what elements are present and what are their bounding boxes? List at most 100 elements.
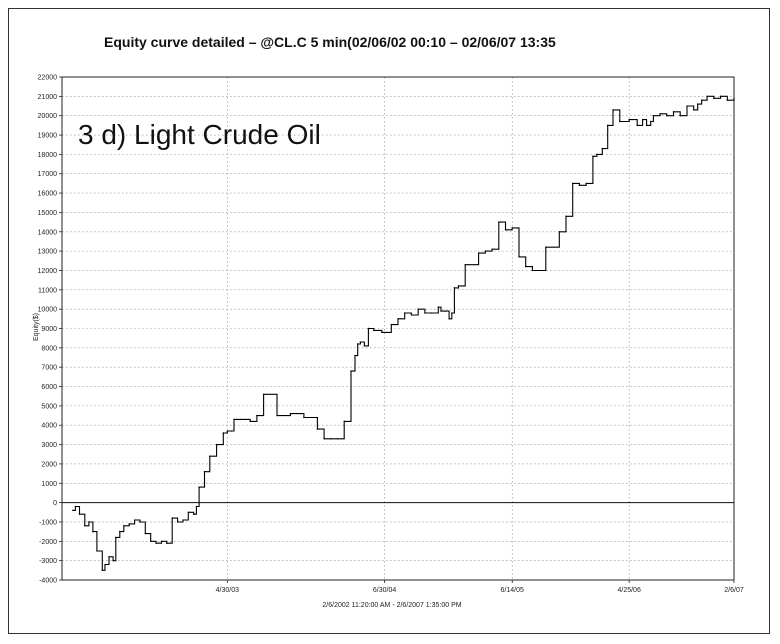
equity-point — [649, 120, 652, 123]
equity-point — [733, 97, 735, 99]
equity-point — [240, 418, 242, 421]
equity-point — [524, 265, 527, 268]
equity-point — [697, 103, 699, 105]
equity-point — [262, 393, 265, 395]
y-tick-label: 6000 — [41, 384, 57, 391]
equity-point — [645, 124, 648, 127]
y-tick-label: 7000 — [41, 365, 57, 372]
equity-point — [672, 111, 675, 113]
equity-point — [410, 314, 413, 316]
y-tick-label: 0 — [53, 500, 57, 507]
equity-point — [491, 248, 493, 250]
equity-point — [123, 525, 125, 527]
equity-point — [578, 184, 581, 187]
equity-point — [373, 329, 375, 332]
x-tick-label: 6/14/05 — [501, 587, 524, 594]
equity-point — [115, 536, 117, 539]
y-tick-label: -4000 — [39, 578, 57, 585]
equity-point — [511, 227, 513, 229]
equity-point — [236, 418, 238, 421]
equity-point — [359, 341, 362, 343]
grid-layer — [62, 77, 735, 580]
y-tick-label: 5000 — [41, 403, 57, 410]
y-tick-label: 21000 — [38, 94, 58, 101]
equity-point — [226, 430, 229, 432]
equity-point — [84, 525, 86, 527]
equity-point — [484, 250, 487, 252]
equity-point — [78, 513, 81, 515]
equity-point — [354, 354, 356, 357]
x-tick-label: 4/25/06 — [617, 587, 640, 594]
equity-point — [531, 269, 534, 272]
equity-point — [430, 312, 433, 314]
equity-point — [606, 124, 609, 127]
equity-point — [139, 521, 141, 523]
equity-point — [74, 505, 77, 508]
y-tick-label: 3000 — [41, 442, 57, 449]
equity-point — [464, 263, 466, 266]
x-tick-label: 4/30/03 — [216, 587, 239, 594]
equity-point — [112, 559, 114, 562]
equity-series-line — [72, 95, 735, 571]
equity-point — [692, 109, 695, 111]
equity-point — [701, 99, 703, 101]
equity-point — [440, 310, 442, 312]
y-tick-label: 20000 — [38, 113, 58, 120]
chart-title: Equity curve detailed – @CL.C 5 min(02/0… — [104, 34, 556, 50]
equity-point — [356, 343, 359, 345]
y-tick-label: -1000 — [39, 519, 57, 526]
equity-point — [659, 113, 661, 115]
equity-point — [686, 105, 688, 107]
chart-annotation: 3 d) Light Crude Oil — [78, 119, 321, 150]
equity-point — [330, 438, 332, 440]
equity-point — [601, 147, 603, 150]
equity-point — [276, 414, 278, 417]
equity-point — [453, 287, 456, 289]
equity-point — [195, 505, 198, 508]
y-tick-label: 2000 — [41, 461, 57, 468]
equity-point — [323, 438, 325, 440]
equity-point — [72, 509, 74, 512]
y-tick-label: 4000 — [41, 423, 57, 430]
equity-point — [336, 438, 339, 440]
x-axis-label: 2/6/2002 11:20:00 AM - 2/6/2007 1:35:00 … — [322, 602, 461, 609]
equity-point — [256, 414, 258, 417]
equity-point — [187, 511, 190, 513]
y-tick-label: 14000 — [38, 229, 58, 236]
equity-point — [679, 114, 681, 117]
equity-point — [381, 331, 383, 334]
equity-point — [565, 215, 567, 217]
equity-point — [424, 312, 426, 314]
y-tick-label: 10000 — [38, 307, 58, 314]
equity-point — [545, 246, 547, 248]
equity-point — [133, 519, 136, 521]
equity-point — [249, 420, 251, 423]
equity-point — [343, 420, 345, 423]
equity-point — [230, 430, 233, 432]
equity-point — [215, 443, 218, 446]
equity-point — [222, 432, 224, 434]
equity-point — [726, 99, 728, 101]
equity-point — [572, 182, 574, 185]
equity-point — [166, 542, 168, 544]
y-tick-label: 16000 — [38, 191, 58, 198]
equity-point — [155, 542, 157, 544]
y-tick-label: 18000 — [38, 152, 58, 159]
y-tick-label: 19000 — [38, 133, 58, 140]
equity-point — [367, 327, 370, 330]
equity-point — [666, 114, 668, 117]
equity-point — [558, 231, 560, 233]
y-tick-label: 15000 — [38, 210, 58, 217]
equity-point — [404, 312, 406, 314]
equity-point — [171, 517, 173, 519]
y-tick-label: -2000 — [39, 539, 57, 546]
equity-point — [504, 229, 507, 231]
equity-point — [144, 532, 147, 535]
x-tick-label: 2/6/07 — [724, 587, 744, 594]
equity-point — [628, 118, 630, 121]
equity-point — [363, 345, 366, 347]
equity-point — [477, 252, 480, 254]
equity-point — [119, 530, 121, 533]
equity-point — [585, 182, 587, 185]
